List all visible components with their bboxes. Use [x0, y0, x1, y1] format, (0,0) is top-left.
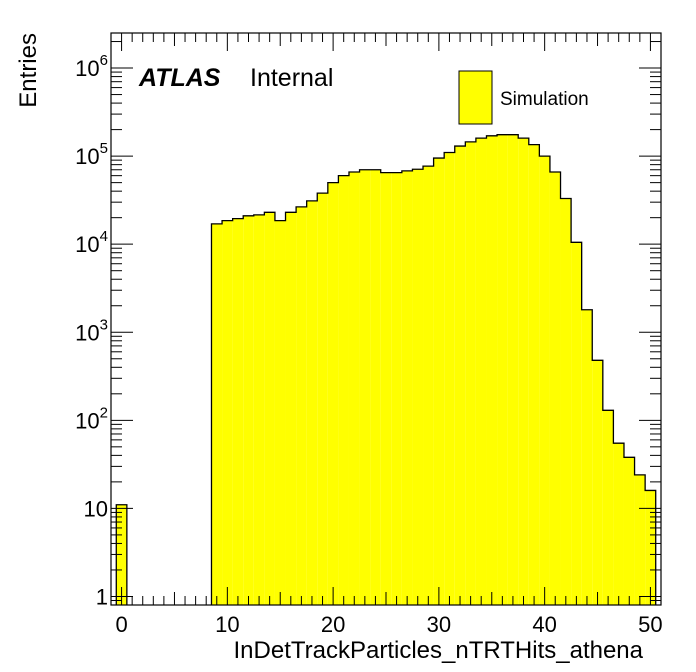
histogram-bar — [475, 138, 487, 605]
histogram-bar — [423, 166, 434, 605]
x-tick-label: 30 — [427, 612, 451, 637]
histogram-bar — [581, 309, 593, 605]
histogram-outline-segment — [210, 134, 657, 605]
histogram-bar — [264, 212, 275, 606]
y-tick-label: 1 — [96, 584, 108, 609]
histogram-bar — [539, 156, 550, 605]
histogram-bar — [454, 146, 466, 605]
legend-swatch-simulation — [458, 70, 493, 125]
histogram-bar — [274, 220, 286, 605]
y-tick-label: 104 — [75, 228, 108, 257]
histogram-bar — [359, 169, 371, 605]
histogram-bar — [528, 144, 540, 605]
histogram-bar — [560, 198, 572, 605]
histogram-bar — [433, 158, 445, 606]
histogram-bar — [613, 443, 624, 605]
y-tick-label: 106 — [75, 52, 108, 81]
histogram-bar — [602, 410, 614, 605]
histogram-bar — [348, 172, 360, 606]
histogram-bar — [401, 170, 413, 605]
histogram-bar — [444, 152, 455, 605]
y-tick-label: 105 — [75, 140, 108, 169]
histogram-bar — [412, 169, 424, 605]
x-axis-title: InDetTrackParticles_nTRTHits_athena — [234, 637, 644, 664]
x-tick-label: 10 — [215, 612, 239, 637]
histogram-bar — [317, 193, 328, 605]
x-tick-label: 0 — [115, 612, 127, 637]
histogram-bar — [338, 175, 349, 606]
histogram-bar — [497, 134, 508, 605]
y-tick-label: 10 — [84, 496, 108, 521]
histogram-bar — [296, 206, 307, 605]
histogram-bar — [549, 172, 561, 606]
histogram-bar — [465, 141, 476, 606]
histogram-bar — [507, 134, 519, 605]
histogram-bar — [571, 242, 582, 606]
legend-label-simulation: Simulation — [500, 89, 589, 110]
atlas-label: ATLAS — [138, 64, 221, 92]
internal-label: Internal — [250, 64, 333, 92]
histogram-bar — [391, 172, 402, 605]
histogram-bar — [222, 220, 233, 605]
histogram-bar — [232, 218, 244, 605]
histogram-bar — [211, 223, 223, 606]
x-tick-label: 50 — [638, 612, 662, 637]
y-axis-ticks: 1 10 102 103 104 105 106 — [75, 41, 661, 609]
histogram-bar — [243, 215, 254, 605]
histogram-bar — [253, 214, 265, 605]
histogram-bar — [370, 169, 381, 605]
histogram-bar — [623, 457, 635, 605]
histogram-bar — [592, 360, 603, 605]
legend: Simulation — [458, 70, 589, 125]
histogram-bars — [116, 134, 656, 606]
histogram-bar — [380, 172, 392, 605]
histogram-bar — [486, 135, 498, 605]
histogram-bar — [645, 490, 656, 605]
histogram-bar — [306, 200, 318, 605]
histogram-bar — [634, 474, 646, 605]
x-tick-label: 20 — [321, 612, 345, 637]
y-tick-label: 103 — [75, 316, 108, 345]
histogram-bar — [285, 212, 297, 606]
y-tick-label: 102 — [75, 404, 108, 433]
histogram-bar — [327, 182, 339, 605]
x-tick-label: 40 — [532, 612, 556, 637]
histogram-bar — [518, 138, 529, 605]
y-axis-title: Entries — [15, 33, 42, 108]
